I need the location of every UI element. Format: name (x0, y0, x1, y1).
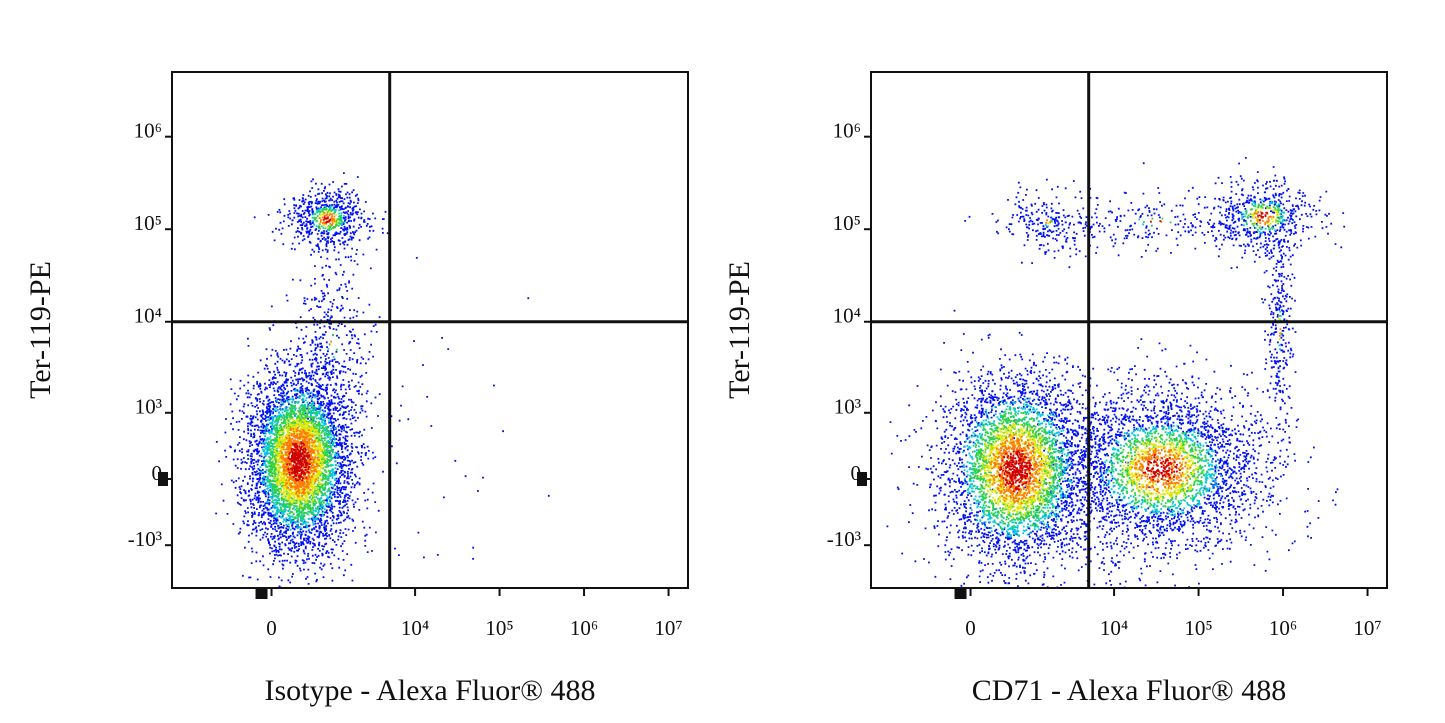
y-tick-label: 10⁴ (134, 304, 162, 328)
y-tick-label: 10⁵ (833, 211, 861, 235)
y-tick-label: 10⁶ (833, 118, 861, 142)
x-tick-label: 10⁶ (1269, 616, 1297, 640)
plot-panel: -10³ 0 10³ 10⁴ 10⁵ 10⁶ 0 10⁴ 10⁵ 10⁶ 10⁷ CD71 - Ale… (723, 71, 1388, 707)
event-cloud (215, 172, 550, 588)
events (968, 203, 1282, 530)
x-tick-label: 0 (266, 616, 277, 640)
x-tick-label: 10⁵ (1184, 616, 1212, 640)
y-axis-title: Ter-119-PE (24, 261, 57, 399)
y-tick-label: 10⁵ (134, 211, 162, 235)
x-tick-label: 10⁴ (401, 616, 429, 640)
events (886, 157, 1346, 588)
zero-marker (857, 471, 867, 486)
x-tick-label: 10⁷ (1353, 616, 1381, 640)
x-axis-title: CD71 - Alexa Fluor® 488 (972, 674, 1286, 707)
y-tick-label: 10³ (834, 395, 861, 419)
plot-frame (870, 71, 1388, 589)
events (998, 211, 1268, 492)
event-cloud (886, 157, 1346, 588)
events (962, 199, 1287, 538)
plot-frame (171, 71, 689, 589)
zero-marker (158, 471, 168, 486)
plot-panel: -10³ 0 10³ 10⁴ 10⁵ 10⁶ 0 10⁴ 10⁵ 10⁶ 10⁷ Isotype - … (24, 71, 689, 707)
y-axis-title: Ter-119-PE (723, 261, 756, 399)
events (988, 210, 1282, 505)
y-tick-label: 0 (851, 461, 862, 485)
y-tick-label: 10⁴ (833, 304, 861, 328)
y-tick-label: -10³ (128, 527, 162, 551)
zero-marker (954, 589, 967, 599)
y-tick-label: 10³ (135, 395, 162, 419)
x-axis-title: Isotype - Alexa Fluor® 488 (264, 674, 595, 707)
events (215, 172, 550, 588)
x-tick-label: 10⁶ (570, 616, 598, 640)
x-tick-label: 10⁴ (1100, 616, 1128, 640)
y-tick-label: 0 (152, 461, 163, 485)
y-tick-label: -10³ (827, 527, 861, 551)
events (978, 207, 1282, 519)
y-tick-label: 10⁶ (134, 118, 162, 142)
x-tick-label: 10⁷ (654, 616, 682, 640)
events (286, 216, 332, 482)
x-tick-label: 0 (965, 616, 976, 640)
zero-marker (255, 589, 268, 599)
x-tick-label: 10⁵ (485, 616, 513, 640)
